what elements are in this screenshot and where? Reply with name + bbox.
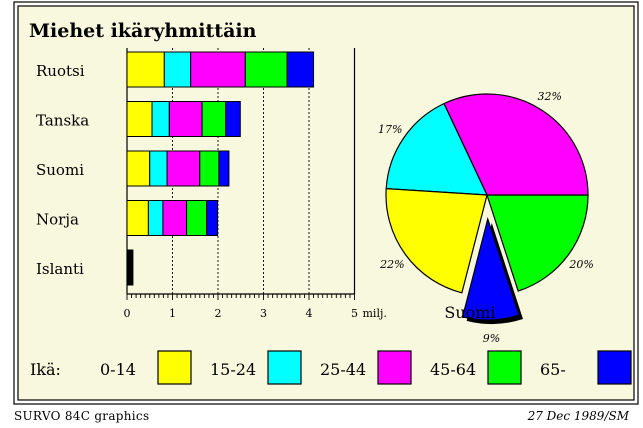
legend-label: 25-44 [320, 360, 366, 379]
x-axis-unit: milj. [363, 307, 387, 320]
x-tick-label: 5 [351, 307, 358, 320]
pie-slice [486, 194, 589, 292]
bar-segment [199, 150, 220, 187]
x-tick-label: 2 [215, 307, 222, 320]
legend-label: 45-64 [430, 360, 476, 379]
pie-chart-title: Suomi [444, 303, 495, 322]
bar-segment [151, 101, 170, 137]
category-label: Norja [36, 211, 79, 229]
bar-segment [126, 51, 165, 88]
legend-swatch [597, 350, 632, 385]
pie-slice-label: 20% [568, 258, 593, 271]
pie-slice-label: 22% [379, 258, 404, 271]
footer-date: 27 Dec 1989/SM [527, 409, 629, 423]
bar-segment [218, 150, 230, 187]
bar-segment [149, 150, 168, 187]
legend-label: 0-14 [100, 360, 136, 379]
category-label: Tanska [36, 112, 89, 130]
bar-segment [206, 200, 219, 236]
pie-slice [385, 188, 488, 294]
legend-swatch [377, 350, 412, 385]
bar-segment [126, 101, 153, 137]
bar-chart-title: Miehet ikäryhmittäin [29, 20, 257, 42]
bar-chart: 0 1 2 3 4 5 milj. Ruotsi Tanska Suomi Norja Islanti [36, 48, 387, 320]
bar-segment [126, 200, 149, 236]
pie-slice [443, 93, 589, 196]
bar-segment [162, 200, 188, 236]
bar-segment [147, 200, 164, 236]
x-tick-label: 4 [306, 307, 313, 320]
footer-software: SURVO 84C graphics [14, 409, 150, 423]
bar-segment [126, 150, 151, 187]
bar-segment [190, 51, 246, 88]
age-legend: Ikä: 0-14 15-24 25-44 45-64 65- [30, 350, 632, 385]
bar-segment [225, 101, 241, 137]
legend-title: Ikä: [30, 360, 61, 379]
bar-segment [244, 51, 288, 88]
x-tick-label: 0 [124, 307, 131, 320]
category-label: Ruotsi [36, 62, 85, 80]
bar-segment [201, 101, 227, 137]
bar-segment [186, 200, 208, 236]
bar-segment [168, 101, 203, 137]
bar-segment [286, 51, 315, 88]
legend-swatch [157, 350, 192, 385]
pie-chart: 20% 32% 17% 22% 9% Suomi [378, 90, 594, 345]
legend-swatch [267, 350, 302, 385]
pie-slice [461, 216, 520, 321]
x-tick-label: 3 [260, 307, 267, 320]
x-tick-label: 1 [169, 307, 176, 320]
pie-slice [385, 102, 488, 196]
legend-label: 65- [540, 360, 566, 379]
bar-segment [166, 150, 201, 187]
bar-segment [131, 249, 134, 286]
pie-slice-label: 17% [378, 123, 402, 136]
category-label: Islanti [36, 260, 84, 278]
category-label: Suomi [36, 161, 84, 179]
bar-segment [163, 51, 192, 88]
pie-slice-label: 32% [537, 90, 561, 103]
legend-label: 15-24 [210, 360, 256, 379]
legend-swatch [487, 350, 522, 385]
pie-slice-label: 9% [483, 332, 500, 345]
